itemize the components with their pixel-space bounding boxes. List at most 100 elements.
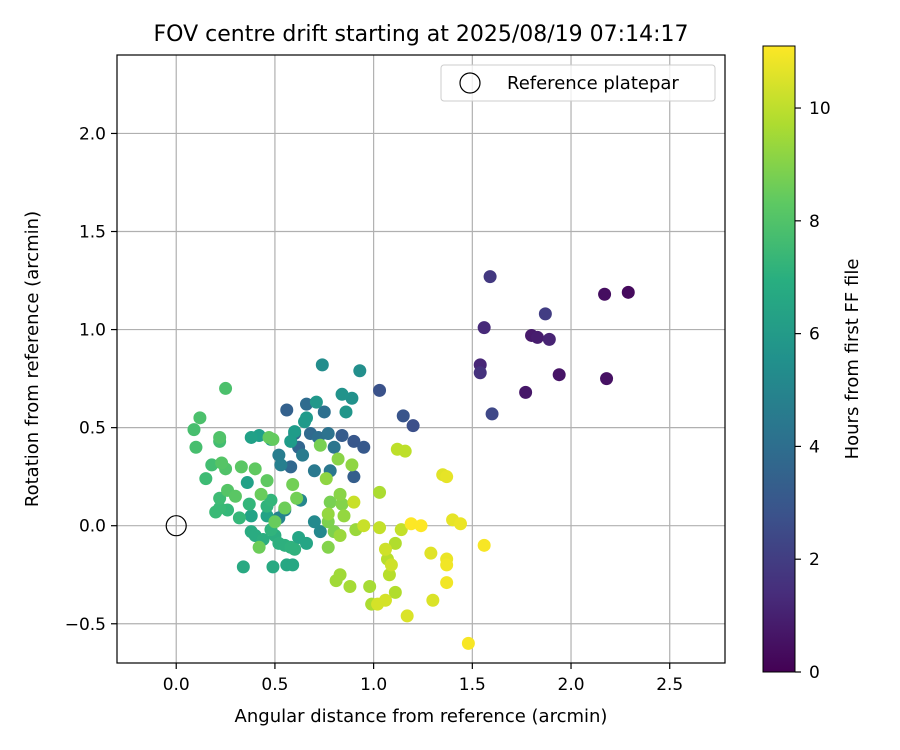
data-point [345, 391, 359, 405]
data-point [337, 509, 351, 523]
data-point [242, 497, 256, 511]
reference-marker [165, 515, 187, 537]
data-point [621, 285, 635, 299]
data-point [219, 381, 233, 395]
data-point [240, 476, 254, 490]
data-point [363, 580, 377, 594]
data-point [187, 423, 201, 437]
data-point [538, 307, 552, 321]
data-point [228, 489, 242, 503]
data-point [272, 448, 286, 462]
data-point [244, 509, 258, 523]
data-point [477, 321, 491, 335]
y-axis-label: Rotation from reference (arcmin) [22, 211, 43, 507]
legend-box [440, 64, 716, 102]
reference-point [165, 515, 187, 537]
data-point [286, 478, 300, 492]
data-point [552, 368, 566, 382]
data-point [215, 456, 229, 470]
y-axis-ticks: −0.5 0.0 0.5 1.0 1.5 2.0 [65, 124, 117, 635]
legend-marker-icon [459, 72, 481, 94]
y-tick-label: 1.5 [79, 223, 106, 243]
y-tick-label: 0.0 [79, 517, 106, 537]
data-point [440, 470, 454, 484]
data-point [307, 464, 321, 478]
data-point [319, 472, 333, 486]
data-point [189, 440, 203, 454]
data-point [382, 568, 396, 582]
y-tick-label: 2.0 [79, 124, 106, 144]
colorbar-ticks: 0 2 4 6 8 10 [795, 99, 831, 683]
colorbar-tick-label: 0 [809, 663, 820, 683]
data-points [187, 270, 635, 650]
grid-lines [117, 55, 725, 663]
data-point [347, 434, 361, 448]
data-point [307, 515, 321, 529]
data-point [400, 609, 414, 623]
data-point [262, 430, 276, 444]
x-tick-label: 0.0 [163, 675, 190, 695]
colorbar-tick-label: 4 [809, 437, 820, 457]
data-point [234, 460, 248, 474]
data-point [396, 409, 410, 423]
data-point [483, 270, 497, 284]
data-point [300, 397, 314, 411]
data-point [260, 474, 274, 488]
data-point [440, 576, 454, 590]
data-point [254, 487, 268, 501]
x-tick-label: 2.5 [656, 675, 683, 695]
data-point [373, 521, 387, 535]
data-point [378, 593, 392, 607]
data-point [353, 364, 367, 378]
y-tick-label: −0.5 [65, 615, 106, 635]
chart-title: FOV centre drift starting at 2025/08/19 … [154, 22, 689, 47]
data-point [315, 358, 329, 372]
data-point [453, 517, 467, 531]
data-point [236, 560, 250, 574]
colorbar-tick-label: 8 [809, 212, 820, 232]
data-point [331, 452, 345, 466]
x-tick-label: 1.0 [360, 675, 387, 695]
colorbar: 0 2 4 6 8 10 Hours from first FF file [762, 45, 863, 683]
legend-entry-label: Reference platepar [507, 73, 679, 94]
data-point [333, 487, 347, 501]
x-axis-ticks: 0.0 0.5 1.0 1.5 2.0 2.5 [163, 663, 683, 695]
data-point [199, 472, 213, 486]
data-point [213, 430, 227, 444]
data-point [317, 405, 331, 419]
data-point [321, 507, 335, 521]
data-point [384, 558, 398, 572]
data-point [542, 332, 556, 346]
data-point [264, 493, 278, 507]
y-tick-label: 0.5 [79, 419, 106, 439]
data-point [339, 405, 353, 419]
data-point [335, 428, 349, 442]
data-point [213, 491, 227, 505]
data-point [284, 540, 298, 554]
data-point [530, 330, 544, 344]
data-point [357, 440, 371, 454]
data-point [266, 560, 280, 574]
data-point [473, 366, 487, 380]
x-tick-label: 1.5 [459, 675, 486, 695]
data-point [205, 458, 219, 472]
data-point [440, 558, 454, 572]
data-point [309, 395, 323, 409]
data-point [284, 460, 298, 474]
data-point [373, 383, 387, 397]
data-point [343, 580, 357, 594]
data-point [394, 523, 408, 537]
data-point [286, 558, 300, 572]
data-point [398, 444, 412, 458]
data-point [378, 542, 392, 556]
data-point [321, 540, 335, 554]
data-point [373, 485, 387, 499]
colorbar-tick-label: 2 [809, 550, 820, 570]
data-point [388, 536, 402, 550]
data-point [248, 462, 262, 476]
data-point [296, 448, 310, 462]
data-point [313, 438, 327, 452]
data-point [193, 411, 207, 425]
data-point [278, 501, 292, 515]
